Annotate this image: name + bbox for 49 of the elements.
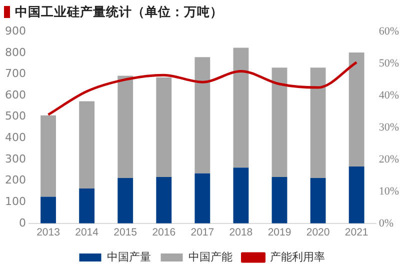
bar [233,168,249,224]
x-tick-label: 2021 [344,226,368,239]
y-tick-label: 200 [4,174,26,187]
bar [272,68,288,177]
y-tick-label: 800 [4,46,26,59]
y-tick-label: 400 [4,131,26,144]
legend-label: 产能利用率 [270,250,325,264]
y2-tick-label: 10% [378,185,400,198]
bar [348,166,364,224]
x-tick-label: 2013 [36,226,60,239]
bar [233,48,249,168]
bar [118,178,134,224]
line-series [47,61,358,116]
bar [79,188,95,224]
y-tick-label: 100 [4,194,26,208]
y2-tick-label: 20% [378,153,400,166]
y-tick-label: 600 [4,88,26,102]
y-tick-label: 300 [4,152,26,166]
bar [310,178,326,224]
bar [118,76,134,178]
bar [40,196,56,224]
bar [310,68,326,178]
chart-title: 中国工业硅产量统计（单位：万吨） [15,4,223,20]
legend-label: 中国产量 [106,250,151,264]
bar [156,176,172,224]
y-tick-label: 0 [18,216,26,230]
y2-tick-label: 30% [378,121,400,134]
bar [194,173,210,224]
bar [194,57,210,174]
x-tick-label: 2015 [114,226,138,239]
x-tick-label: 2016 [152,226,176,239]
x-tick-label: 2014 [75,226,99,239]
y2-tick-label: 0% [378,217,394,230]
bar [156,77,172,177]
bar [79,101,95,188]
x-tick-label: 2019 [268,226,292,239]
legend-label: 中国产能 [188,250,232,264]
x-tick-label: 2017 [190,226,214,239]
y2-tick-label: 50% [378,57,400,70]
x-tick-label: 2020 [306,226,330,239]
y2-tick-label: 40% [378,89,400,102]
y-tick-label: 900 [4,24,26,38]
y-tick-label: 500 [4,110,26,123]
x-tick-label: 2018 [229,226,253,239]
bar [40,115,56,197]
bar [272,176,288,224]
y2-tick-label: 60% [378,25,400,38]
y-tick-label: 700 [4,67,26,80]
bar [348,52,364,166]
